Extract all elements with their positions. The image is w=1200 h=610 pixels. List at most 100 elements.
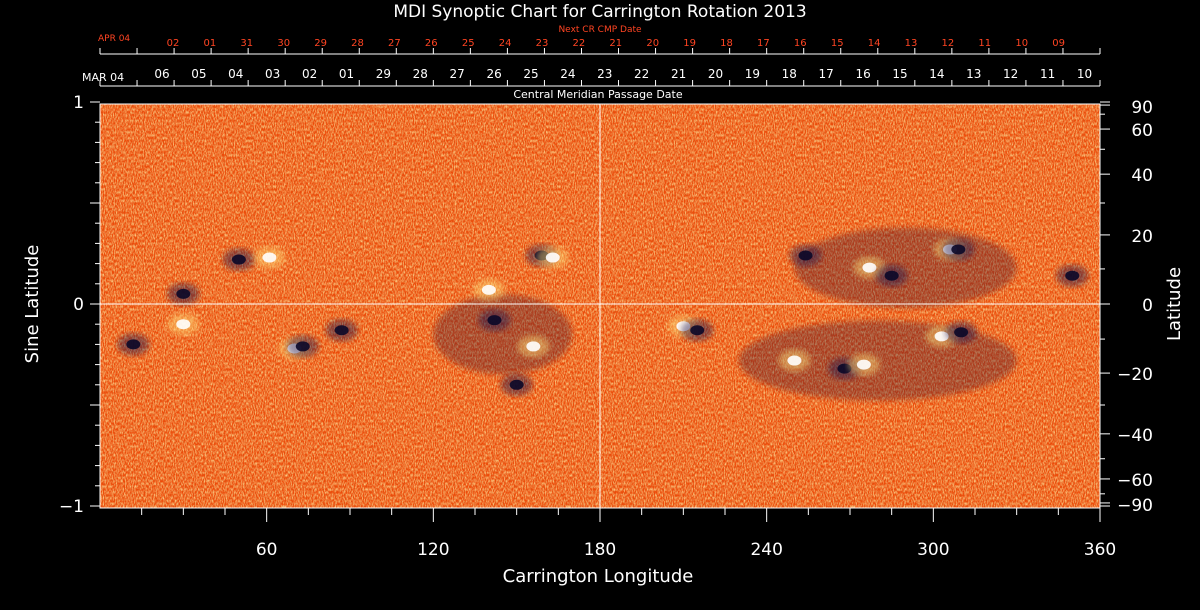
next-cmp-date-label: 12 xyxy=(942,38,955,49)
latitude-tick-label: −40 xyxy=(1117,426,1153,446)
cmp-start-label: MAR 04 xyxy=(82,71,124,84)
cmp-date-label: 17 xyxy=(819,67,834,81)
cmp-axis-label: Central Meridian Passage Date xyxy=(513,88,682,101)
negative-region xyxy=(884,270,899,281)
cmp-date-label: 12 xyxy=(1003,67,1018,81)
cmp-date-label: 11 xyxy=(1040,67,1055,81)
cmp-date-label: 01 xyxy=(339,67,354,81)
next-cmp-date-label: 25 xyxy=(462,38,475,49)
next-cmp-date-label: 19 xyxy=(683,38,696,49)
negative-region xyxy=(690,325,705,336)
latitude-tick-label: −60 xyxy=(1117,471,1153,491)
negative-region xyxy=(231,254,246,265)
latitude-axis: 90 60 40 20 0 −20 −40 −60 −90 Latitude xyxy=(1100,98,1185,516)
cmp-date-label: 05 xyxy=(191,67,206,81)
negative-region xyxy=(837,363,852,374)
y-axis: 1 0 −1 Sine Latitude xyxy=(22,93,100,517)
positive-region xyxy=(934,331,949,342)
next-cmp-date-label: 29 xyxy=(314,38,327,49)
cmp-date-label: 10 xyxy=(1077,67,1092,81)
negative-region xyxy=(954,327,969,338)
next-cmp-start-label: APR 04 xyxy=(98,34,130,44)
next-cmp-date-label: 28 xyxy=(351,38,364,49)
negative-region xyxy=(951,244,966,255)
next-cmp-date-label: 17 xyxy=(757,38,770,49)
latitude-tick-label: 90 xyxy=(1131,98,1153,118)
next-cmp-date-label: 13 xyxy=(905,38,918,49)
cmp-date-label: 29 xyxy=(376,67,391,81)
next-cmp-date-label: 14 xyxy=(868,38,881,49)
positive-region xyxy=(526,341,541,352)
negative-region xyxy=(334,325,349,336)
cmp-date-label: 06 xyxy=(154,67,169,81)
cmp-date-label: 26 xyxy=(486,67,501,81)
cmp-date-label: 24 xyxy=(560,67,575,81)
cmp-date-label: 25 xyxy=(523,67,538,81)
cmp-date-label: 15 xyxy=(892,67,907,81)
next-cmp-axis-label: Next CR CMP Date xyxy=(558,25,642,35)
next-cmp-date-label: 20 xyxy=(646,38,659,49)
next-cmp-date-label: 31 xyxy=(240,38,253,49)
x-axis-label: Carrington Longitude xyxy=(503,566,694,587)
latitude-tick-label: −90 xyxy=(1117,496,1153,516)
next-cmp-date-label: 27 xyxy=(388,38,401,49)
cmp-date-label: 23 xyxy=(597,67,612,81)
cmp-date-label: 19 xyxy=(745,67,760,81)
positive-region xyxy=(176,319,191,330)
latitude-tick-label: 40 xyxy=(1131,166,1153,186)
positive-region xyxy=(545,252,560,263)
x-axis: 60 120 180 240 300 360 Carrington Longitude xyxy=(141,508,1116,587)
cmp-date-label: 21 xyxy=(671,67,686,81)
next-cmp-date-label: 26 xyxy=(425,38,438,49)
cmp-date-label: 20 xyxy=(708,67,723,81)
cmp-date-label: 02 xyxy=(302,67,317,81)
activity-belt xyxy=(794,227,1017,308)
x-tick-label: 180 xyxy=(584,540,616,560)
cmp-date-label: 28 xyxy=(413,67,428,81)
negative-region xyxy=(798,250,813,261)
next-cmp-date-label: 09 xyxy=(1052,38,1065,49)
cmp-date-label: 27 xyxy=(450,67,465,81)
next-cmp-date-label: 11 xyxy=(978,38,991,49)
x-tick-label: 240 xyxy=(750,540,782,560)
negative-region xyxy=(126,339,141,350)
positive-region xyxy=(787,355,802,366)
next-cmp-axis: Next CR CMP Date APR 04 02 01 31 30 29 28 27 26… xyxy=(98,25,1101,55)
x-tick-label: 300 xyxy=(917,540,949,560)
next-cmp-date-label: 18 xyxy=(720,38,733,49)
latitude-tick-label: 60 xyxy=(1131,121,1153,141)
negative-region xyxy=(487,315,502,326)
cmp-date-label: 03 xyxy=(265,67,280,81)
cmp-date-label: 16 xyxy=(855,67,870,81)
next-cmp-date-label: 16 xyxy=(794,38,807,49)
latitude-tick-label: 20 xyxy=(1131,227,1153,247)
negative-region xyxy=(509,379,524,390)
cmp-date-label: 18 xyxy=(782,67,797,81)
next-cmp-date-label: 22 xyxy=(573,38,586,49)
positive-region xyxy=(862,262,877,273)
next-cmp-date-label: 01 xyxy=(204,38,217,49)
negative-region xyxy=(176,288,191,299)
chart-title: MDI Synoptic Chart for Carrington Rotati… xyxy=(393,2,806,22)
cmp-axis: MAR 04 06 05 04 03 02 01 29 28 27 26 25 24 23 22 21 20 1… xyxy=(82,67,1101,101)
activity-belt xyxy=(433,294,573,375)
x-tick-label: 360 xyxy=(1084,540,1116,560)
positive-region xyxy=(262,252,277,263)
next-cmp-date-label: 21 xyxy=(609,38,622,49)
negative-region xyxy=(295,341,310,352)
next-cmp-date-label: 23 xyxy=(536,38,549,49)
cmp-date-label: 13 xyxy=(966,67,981,81)
y-tick-label: 0 xyxy=(73,295,84,315)
next-cmp-date-label: 30 xyxy=(277,38,290,49)
next-cmp-date-label: 02 xyxy=(167,38,180,49)
y-tick-label: −1 xyxy=(59,497,84,517)
cmp-date-label: 22 xyxy=(634,67,649,81)
negative-region xyxy=(1065,270,1080,281)
next-cmp-date-label: 15 xyxy=(831,38,844,49)
positive-region xyxy=(856,359,871,370)
x-tick-label: 60 xyxy=(256,540,278,560)
latitude-tick-label: 0 xyxy=(1142,296,1153,316)
cmp-date-label: 04 xyxy=(228,67,243,81)
latitude-axis-label: Latitude xyxy=(1164,267,1185,341)
